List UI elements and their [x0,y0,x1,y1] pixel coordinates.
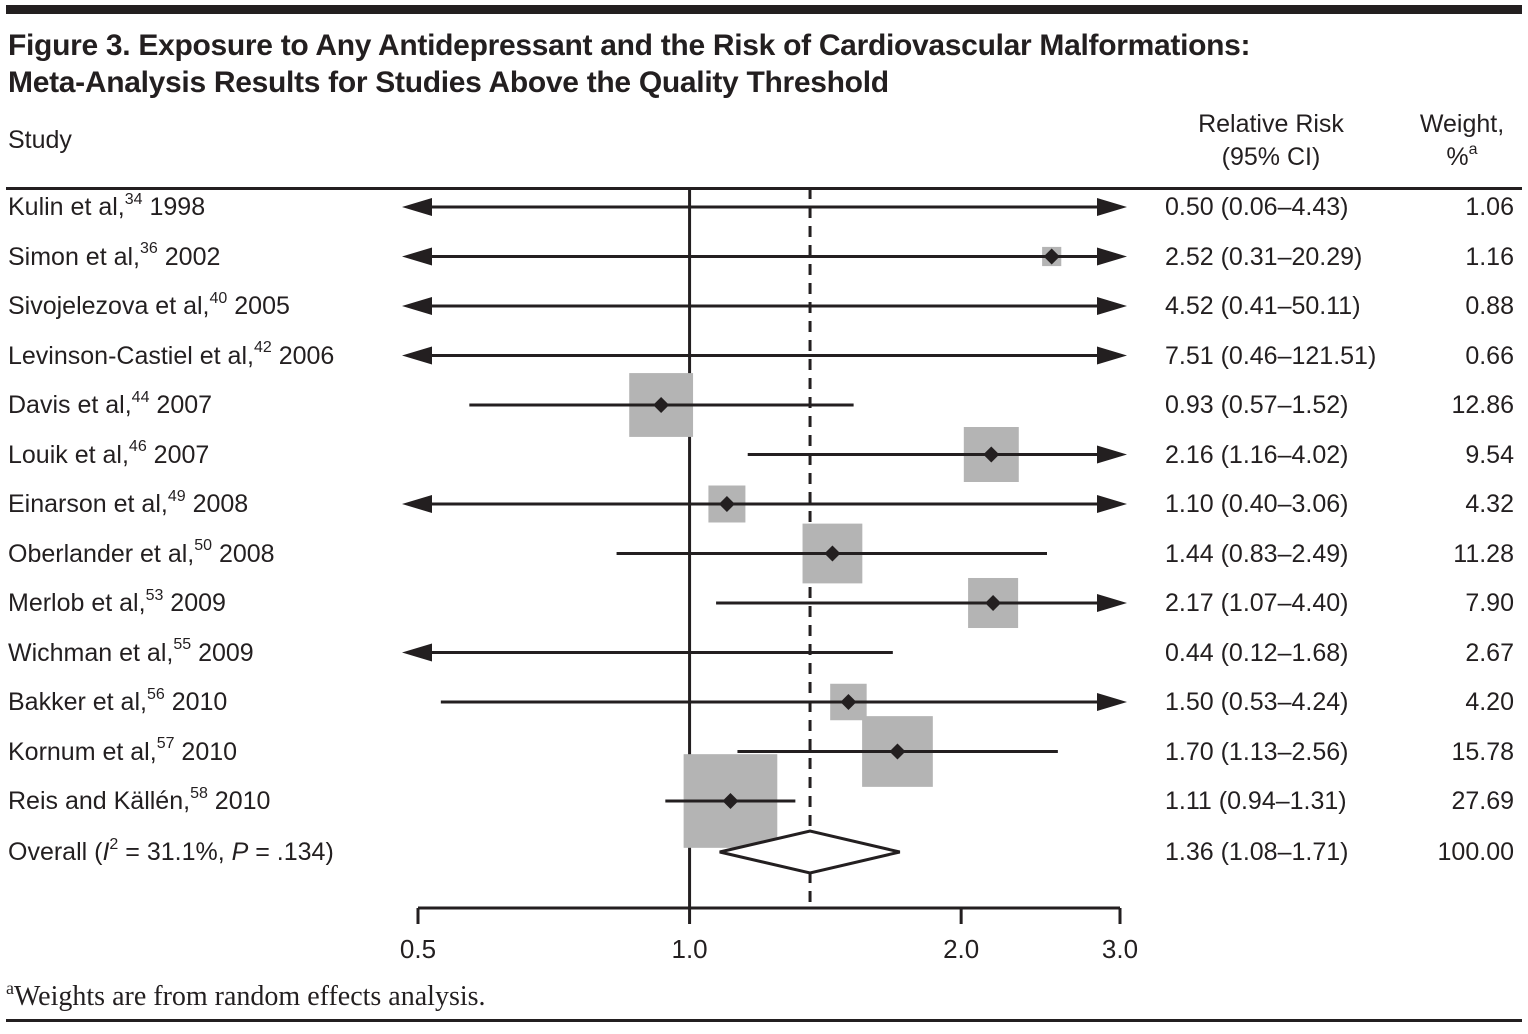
study-label-5: Louik et al,46 2007 [8,438,210,469]
study-2-rr-ci: 4.52 (0.41–50.11) [1165,292,1361,320]
overall-label: Overall (I2 = 31.1%, P = .134) [8,835,334,866]
study-6-weight: 4.32 [1465,490,1514,518]
study-9-rr-ci: 0.44 (0.12–1.68) [1165,638,1349,667]
study-9-weight: 2.67 [1465,638,1514,667]
left-arrow-3 [402,346,432,365]
study-1-weight: 1.16 [1465,242,1514,271]
study-label-0: Kulin et al,34 1998 [8,190,206,221]
study-label-7: Oberlander et al,50 2008 [8,537,275,568]
study-11-rr-ci: 1.70 (1.13–2.56) [1165,737,1349,766]
point-estimate-4 [653,397,670,413]
study-4-weight: 12.86 [1451,391,1514,419]
point-estimate-11 [889,743,906,760]
right-arrow-0 [1097,198,1127,216]
right-arrow-5 [1097,445,1127,464]
x-tick-label-0: 0.5 [400,934,436,964]
x-tick-label-2: 2.0 [943,934,979,964]
overall-rr-ci: 1.36 (1.08–1.71) [1165,838,1349,866]
study-label-3: Levinson-Castiel et al,42 2006 [8,339,335,370]
study-label-10: Bakker et al,56 2010 [8,685,228,716]
study-10-weight: 4.20 [1465,688,1514,716]
x-tick-label-1: 1.0 [671,934,707,964]
study-4-rr-ci: 0.93 (0.57–1.52) [1165,391,1349,419]
study-label-6: Einarson et al,49 2008 [8,487,249,518]
right-arrow-2 [1097,297,1127,315]
weight-footnote-marker: a [1468,140,1478,158]
point-estimate-12 [722,793,739,809]
study-7-weight: 11.28 [1453,539,1514,568]
study-column-header: Study [8,126,72,154]
study-label-9: Wichman et al,55 2009 [8,636,254,667]
left-arrow-0 [402,198,432,216]
study-label-1: Simon et al,36 2002 [8,240,221,271]
bottom-rule [6,1019,1522,1022]
study-6-rr-ci: 1.10 (0.40–3.06) [1165,490,1349,518]
study-0-weight: 1.06 [1465,193,1514,221]
weight-header-line1: Weight, [1419,110,1505,138]
point-estimate-10 [840,694,857,710]
study-2-weight: 0.88 [1465,292,1514,320]
left-arrow-1 [402,247,432,266]
point-estimate-8 [985,595,1002,611]
footnote-text: Weights are from random effects analysis… [14,981,486,1012]
study-3-weight: 0.66 [1465,341,1514,370]
left-arrow-9 [402,643,432,662]
left-arrow-2 [402,297,432,315]
x-tick-label-3: 3.0 [1102,934,1138,964]
right-arrow-1 [1097,247,1127,266]
figure-title-line1: Figure 3. Exposure to Any Antidepressant… [8,29,1251,62]
study-5-rr-ci: 2.16 (1.16–4.02) [1165,440,1349,469]
point-estimate-6 [718,496,735,512]
study-1-rr-ci: 2.52 (0.31–20.29) [1165,242,1363,271]
overall-weight: 100.00 [1437,838,1514,866]
study-8-rr-ci: 2.17 (1.07–4.40) [1165,589,1349,617]
right-arrow-6 [1097,495,1127,513]
right-arrow-8 [1097,594,1127,612]
right-arrow-3 [1097,346,1127,365]
study-7-rr-ci: 1.44 (0.83–2.49) [1165,539,1349,568]
point-estimate-7 [824,545,841,562]
rr-header-line2: (95% CI) [1221,143,1321,171]
weight-column-header: Weight, %a [1400,108,1524,174]
header-divider [6,187,1522,190]
overall-diamond [719,829,901,875]
relative-risk-column-header: Relative Risk (95% CI) [1158,108,1384,174]
study-label-11: Kornum et al,57 2010 [8,735,238,766]
weight-header-line2: %a [1400,141,1524,174]
study-5-weight: 9.54 [1465,440,1514,469]
point-estimate-5 [983,446,1000,463]
study-11-weight: 15.78 [1451,737,1514,766]
left-arrow-6 [402,495,432,513]
study-10-rr-ci: 1.50 (0.53–4.24) [1165,688,1349,716]
study-12-weight: 27.69 [1451,787,1514,815]
footnote-marker: a [6,977,14,998]
study-12-rr-ci: 1.11 (0.94–1.31) [1165,787,1347,815]
rr-header-line1: Relative Risk [1198,110,1344,138]
study-0-rr-ci: 0.50 (0.06–4.43) [1165,193,1349,221]
percent-sign: % [1446,143,1469,171]
study-label-8: Merlob et al,53 2009 [8,586,226,617]
top-rule [6,5,1522,14]
study-label-2: Sivojelezova et al,40 2005 [8,289,290,320]
study-8-weight: 7.90 [1465,589,1514,617]
point-estimate-1 [1043,248,1060,265]
study-label-12: Reis and Källén,58 2010 [8,784,271,815]
study-3-rr-ci: 7.51 (0.46–121.51) [1165,341,1377,370]
figure-title-line2: Meta-Analysis Results for Studies Above … [8,66,889,99]
figure-title: Figure 3. Exposure to Any Antidepressant… [8,27,1251,101]
study-label-4: Davis et al,44 2007 [8,388,213,419]
right-arrow-10 [1097,693,1127,711]
footnote: aWeights are from random effects analysi… [6,977,486,1014]
